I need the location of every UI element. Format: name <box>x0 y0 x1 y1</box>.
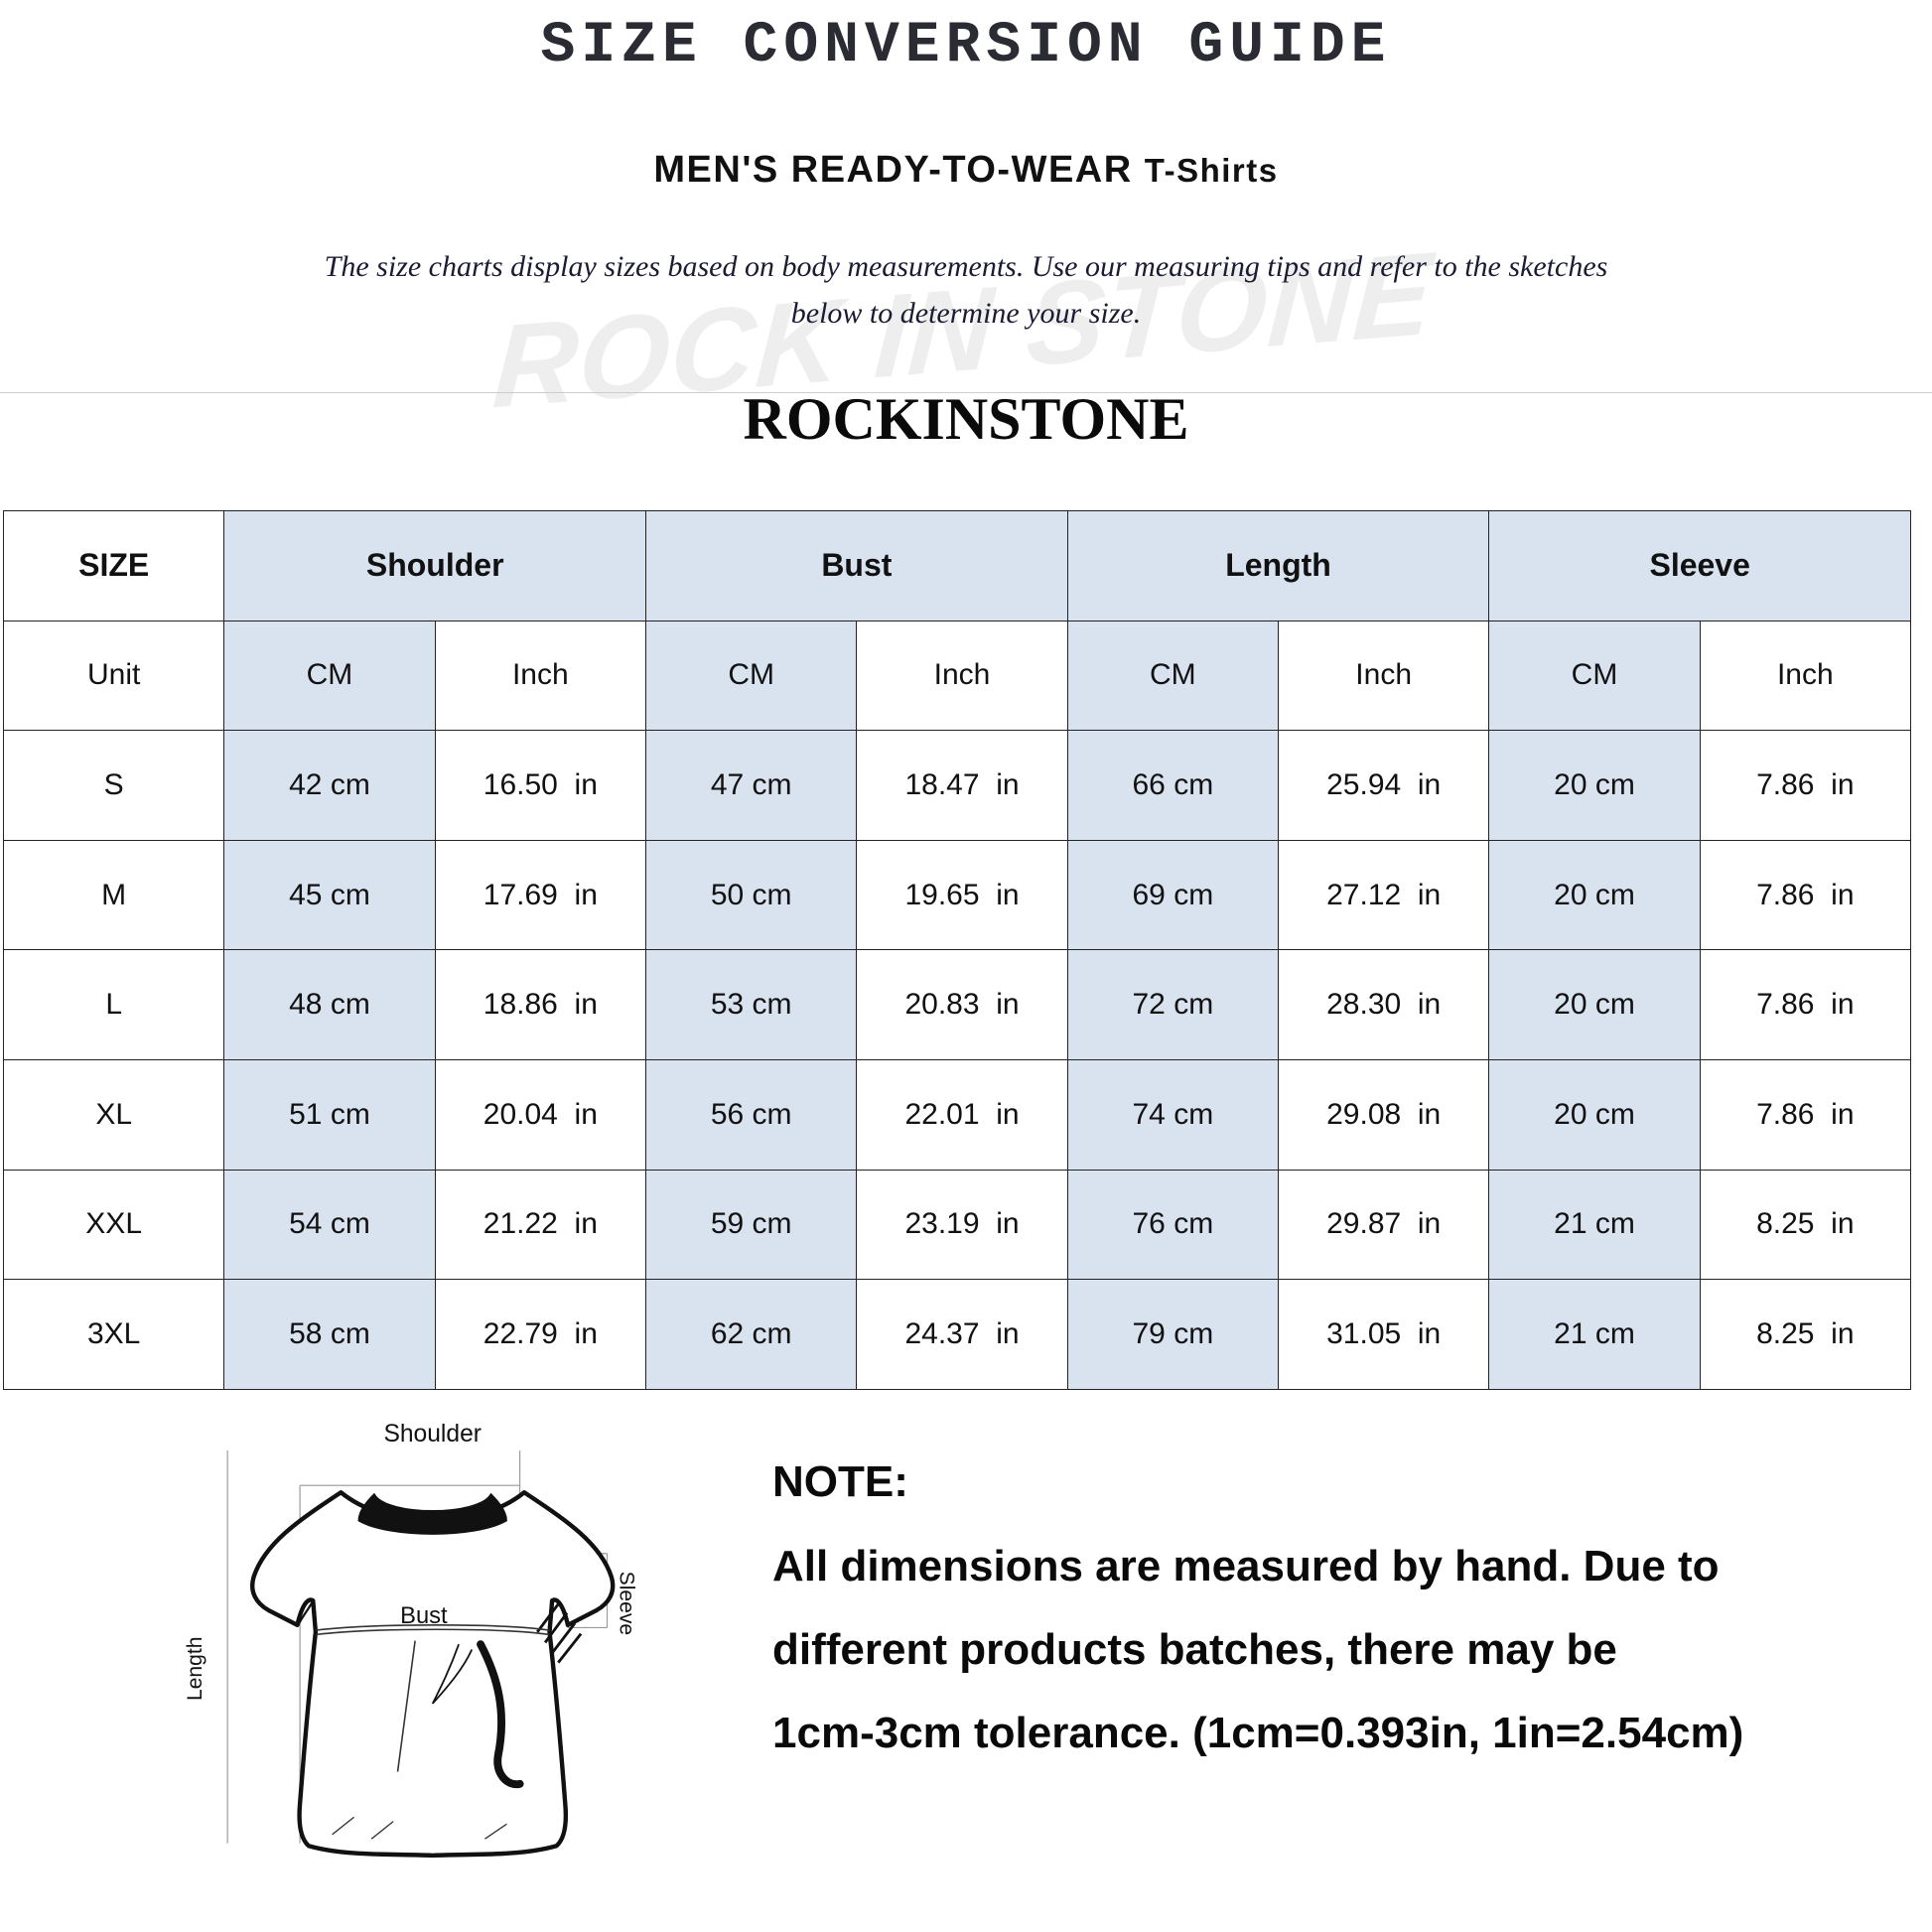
svg-text:Shoulder: Shoulder <box>383 1421 482 1448</box>
svg-text:Sleeve: Sleeve <box>616 1572 638 1635</box>
svg-text:Bust: Bust <box>400 1603 448 1629</box>
svg-text:Length: Length <box>184 1637 207 1701</box>
